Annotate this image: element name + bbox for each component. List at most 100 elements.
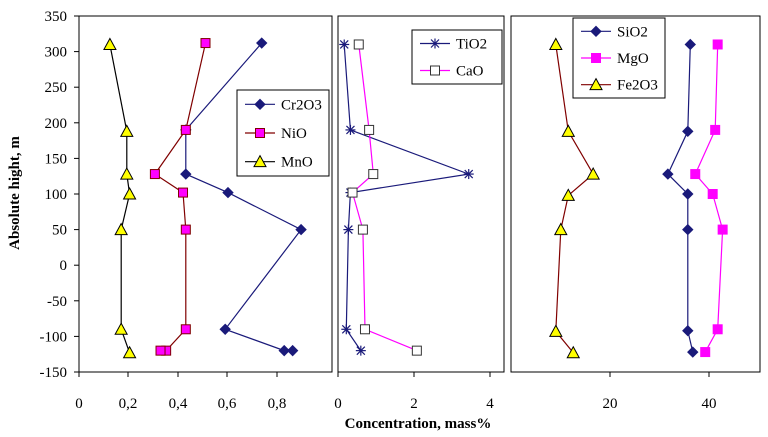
legend-label: MnO — [281, 155, 313, 171]
series-line — [343, 44, 472, 351]
legend-marker — [430, 65, 440, 76]
data-point — [295, 223, 307, 236]
x-tick-label: 40 — [702, 396, 717, 412]
data-point — [662, 168, 674, 180]
data-point — [712, 324, 723, 335]
star-stroke — [356, 346, 366, 356]
star-stroke — [346, 125, 355, 135]
data-point — [119, 167, 134, 180]
y-axis: 350 300 250 200 150 100 50 0 -50 -100 -150 — [40, 9, 79, 381]
y-tick-label: 350 — [45, 9, 68, 25]
legend: Cr2O3 NiO MnO — [236, 89, 330, 177]
data-point — [345, 124, 356, 135]
data-point — [341, 324, 352, 335]
series-NiO — [149, 38, 211, 356]
x-tick-label: 0 — [75, 396, 83, 412]
data-point — [119, 124, 134, 137]
data-point — [357, 224, 368, 235]
data-point — [178, 187, 189, 198]
panel-1: 0 0,2 0,4 0,6 0,8 Cr2O3 NiO MnO — [75, 15, 333, 412]
x-axis-title: Concentration, mass% — [345, 416, 492, 432]
data-point — [180, 324, 191, 335]
legend-box — [411, 29, 503, 85]
data-point — [359, 324, 370, 335]
chart-panels: 0 0,2 0,4 0,6 0,8 Cr2O3 NiO MnO 0 2 4 TiO2 CaO 20 40 Si… — [75, 15, 761, 412]
data-point — [103, 37, 117, 50]
data-point — [710, 124, 721, 135]
data-point — [687, 346, 699, 358]
data-point — [700, 347, 711, 358]
y-tick-label: -50 — [47, 294, 67, 310]
legend-marker — [255, 128, 265, 138]
x-tick-label: 0,6 — [218, 396, 237, 412]
data-point — [712, 39, 723, 50]
data-point — [180, 224, 191, 235]
star-stroke — [464, 169, 474, 179]
series-MgO — [690, 39, 728, 358]
series-TiO2 — [339, 39, 474, 356]
star-stroke — [339, 40, 349, 49]
star-stroke — [343, 225, 353, 235]
y-tick-label: 300 — [45, 45, 68, 61]
data-point — [256, 37, 268, 49]
data-point — [364, 124, 375, 135]
x-tick-label: 0,8 — [268, 396, 287, 412]
data-point — [586, 167, 601, 180]
data-point — [684, 38, 696, 51]
x-tick-label: 4 — [486, 396, 494, 412]
y-tick-label: -150 — [40, 365, 68, 381]
data-point — [114, 322, 129, 335]
y-tick-label: 0 — [60, 258, 68, 274]
legend-marker — [590, 25, 602, 38]
data-point — [155, 345, 166, 356]
legend-marker — [430, 38, 440, 49]
data-point — [353, 39, 364, 50]
series-MnO — [103, 37, 137, 359]
legend-label: Fe2O3 — [617, 78, 658, 94]
data-point — [463, 169, 474, 180]
series-line — [185, 42, 303, 352]
data-point — [561, 124, 576, 137]
x-tick-label: 0 — [334, 396, 342, 412]
legend-label: CaO — [456, 64, 484, 80]
series-SiO2 — [662, 38, 699, 358]
plot-frame — [337, 15, 505, 373]
panel-3: 20 40 SiO2 MgO Fe2O3 — [510, 15, 761, 412]
data-point — [548, 324, 563, 337]
data-point — [286, 344, 299, 357]
star-stroke — [430, 39, 440, 48]
data-point — [707, 189, 718, 199]
x-tick-label: 0,2 — [119, 396, 138, 412]
legend-marker — [591, 53, 601, 63]
series-CaO — [347, 39, 422, 356]
legend-label: Cr2O3 — [281, 97, 322, 113]
legend-label: MgO — [617, 51, 649, 67]
series-Cr2O3 — [180, 37, 307, 357]
data-point — [200, 38, 211, 49]
data-point — [149, 169, 160, 180]
data-point — [411, 345, 422, 356]
legend-marker — [253, 154, 267, 168]
legend-marker — [589, 77, 603, 91]
legend-label: SiO2 — [617, 24, 648, 40]
x-tick-label: 20 — [603, 396, 618, 412]
legend-label: NiO — [281, 126, 307, 142]
legend-label: TiO2 — [456, 37, 487, 53]
y-tick-label: 100 — [45, 187, 68, 203]
y-tick-label: 50 — [52, 223, 67, 239]
data-point — [122, 345, 137, 359]
x-tick-label: 0,4 — [169, 396, 188, 412]
data-point — [561, 188, 576, 201]
data-point — [122, 186, 137, 200]
data-point — [566, 345, 581, 359]
legend: SiO2 MgO Fe2O3 — [572, 17, 666, 99]
panel-2: 0 2 4 TiO2 CaO — [334, 15, 505, 412]
data-point — [355, 345, 366, 356]
data-point — [682, 223, 694, 236]
data-point — [343, 224, 354, 235]
y-tick-label: -100 — [40, 329, 68, 345]
data-point — [180, 168, 192, 180]
series-line — [351, 44, 418, 352]
data-point — [717, 224, 728, 235]
